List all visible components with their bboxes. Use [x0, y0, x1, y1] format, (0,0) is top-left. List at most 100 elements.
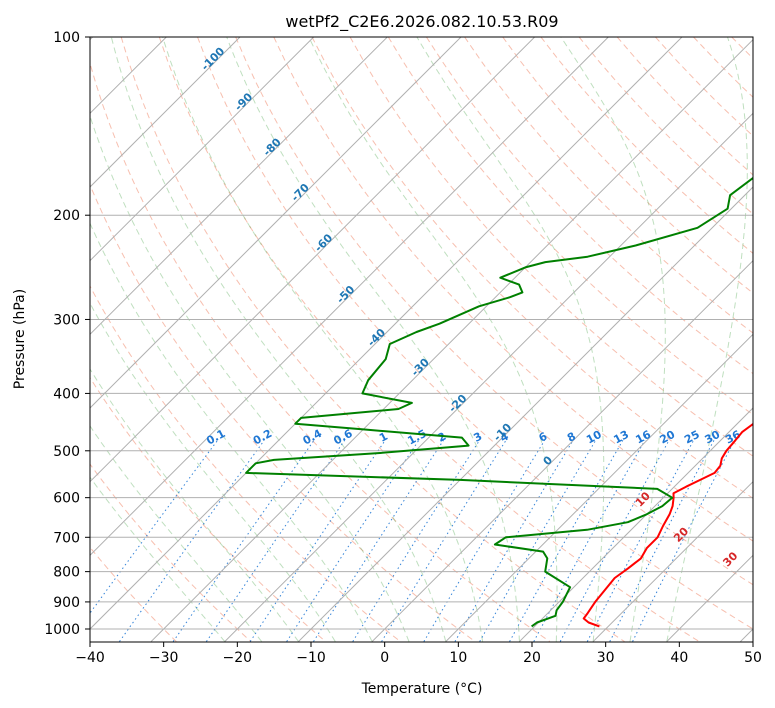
mixing-ratio-label: 10 [584, 428, 604, 447]
x-tick-label: 40 [670, 650, 688, 666]
dry-adiabat [90, 463, 252, 642]
isotherm-gridline [371, 259, 753, 642]
mixing-ratio-line [313, 440, 444, 642]
y-tick-label: 900 [53, 595, 80, 611]
dewpoint-profile [245, 176, 753, 628]
y-tick-label: 100 [53, 30, 80, 46]
moist-adiabat [560, 37, 666, 642]
dry-adiabat [540, 37, 753, 254]
mixing-ratio-line [559, 440, 670, 642]
dry-adiabat [425, 37, 753, 375]
y-axis: 100 200 300 400 500 600 700 800 900 1000 [44, 30, 90, 638]
mixing-ratio-label: 1.5 [405, 427, 428, 448]
isotherm-label: -20 [446, 392, 469, 415]
dry-adiabat [387, 37, 753, 416]
mixing-ratio-line [90, 439, 218, 614]
mixing-ratio-label: 0.4 [301, 427, 325, 448]
dry-adiabat [464, 37, 753, 334]
y-tick-label: 1000 [44, 622, 80, 638]
mixing-ratio-line [423, 440, 546, 642]
mixing-ratio-line [286, 440, 420, 642]
mixing-ratio-label: 36 [723, 428, 743, 447]
dry-adiabat [693, 37, 753, 98]
mixing-ratio-label: 13 [611, 428, 631, 447]
dry-adiabat [90, 376, 327, 642]
x-tick-label: −30 [149, 650, 179, 666]
dry-adiabat [770, 37, 775, 642]
dry-adiabat [120, 37, 625, 642]
plot-frame [89, 36, 754, 643]
temperature-profile [582, 422, 753, 628]
dry-adiabat [616, 37, 753, 176]
x-axis-label: Temperature (°C) [361, 681, 483, 697]
grid-lines [90, 37, 753, 642]
isotherm-gridline [224, 112, 753, 642]
isoline-labels: 0.1 0.2 0.4 0.6 1 1.5 2 3 4 6 8 10 13 16 20 25 30 36-100-… [199, 44, 775, 597]
isotherm-gridline [90, 37, 609, 557]
mixing-ratio-label: 0.6 [331, 427, 355, 448]
isotherm-gridline [90, 37, 462, 409]
isotherm-label: -50 [334, 283, 357, 306]
mixing-ratio-line [172, 440, 315, 642]
mixing-ratio-line [249, 440, 386, 642]
isotherm-label: -10 [491, 421, 514, 444]
dry-adiabat [235, 37, 753, 586]
isotherm-label: -40 [365, 326, 388, 349]
mixing-ratio-line [609, 440, 715, 642]
x-tick-label: 30 [597, 650, 615, 666]
y-tick-label: 600 [53, 491, 80, 507]
dry-adiabat [158, 37, 700, 642]
y-tick-label: 800 [53, 565, 80, 581]
isotherm-gridline [90, 37, 315, 262]
x-tick-label: 20 [523, 650, 541, 666]
y-tick-label: 700 [53, 530, 80, 546]
dry-adiabat [90, 285, 401, 642]
mixing-ratio-label: 16 [633, 428, 653, 447]
x-tick-label: −40 [75, 650, 105, 666]
x-axis: −40 −30 −20 −10 0 10 20 30 40 50 [75, 642, 762, 666]
moist-adiabat [90, 302, 336, 642]
mixing-ratio-label: 25 [682, 428, 702, 447]
isotherm-gridline [90, 37, 388, 336]
chart-title: wetPf2_C2E6.2026.082.10.53.R09 [285, 12, 558, 32]
dry-adiabat [197, 37, 753, 630]
mixing-ratio-line [454, 440, 574, 642]
y-axis-label: Pressure (hPa) [12, 289, 28, 389]
isotherm-label: -30 [409, 356, 432, 379]
y-tick-label: 400 [53, 386, 80, 402]
mixing-ratio-label: 20 [658, 428, 678, 447]
mixing-ratio-line [509, 440, 624, 642]
isotherm-gridline [592, 480, 753, 642]
mixing-ratio-line [479, 440, 597, 642]
isotherm-gridline [445, 333, 753, 642]
x-tick-label: 50 [744, 650, 762, 666]
dry-adiabat [90, 183, 476, 642]
dry-adiabat [655, 37, 753, 137]
moist-adiabat [90, 114, 410, 642]
x-tick-label: −10 [296, 650, 326, 666]
mixing-ratio-line [352, 440, 480, 642]
x-tick-label: 10 [449, 650, 467, 666]
isotherm-gridline [90, 37, 683, 630]
x-tick-label: 0 [380, 650, 389, 666]
dry-adiabat [90, 61, 551, 642]
dry-adiabat [311, 37, 753, 499]
isotherm-gridline [519, 407, 753, 642]
mixing-ratio-line [119, 440, 265, 642]
isotherm-gridline [90, 37, 241, 188]
isotherm-gridline [150, 38, 753, 642]
isotherm-label: -100 [199, 44, 228, 73]
isotherm-label: -70 [289, 181, 312, 204]
isotherm-gridline [666, 554, 753, 642]
isotherm-label: -90 [232, 90, 255, 113]
x-tick-label: −20 [223, 650, 253, 666]
saturation-label: 40 [766, 577, 775, 597]
mixing-ratio-label: 30 [703, 428, 723, 447]
mixing-ratio-line [632, 440, 736, 642]
mixing-ratio-line [205, 440, 346, 642]
moist-adiabat [666, 37, 748, 642]
dry-adiabat [349, 37, 753, 457]
isotherm-label: -60 [312, 231, 335, 254]
y-tick-label: 200 [53, 208, 80, 224]
